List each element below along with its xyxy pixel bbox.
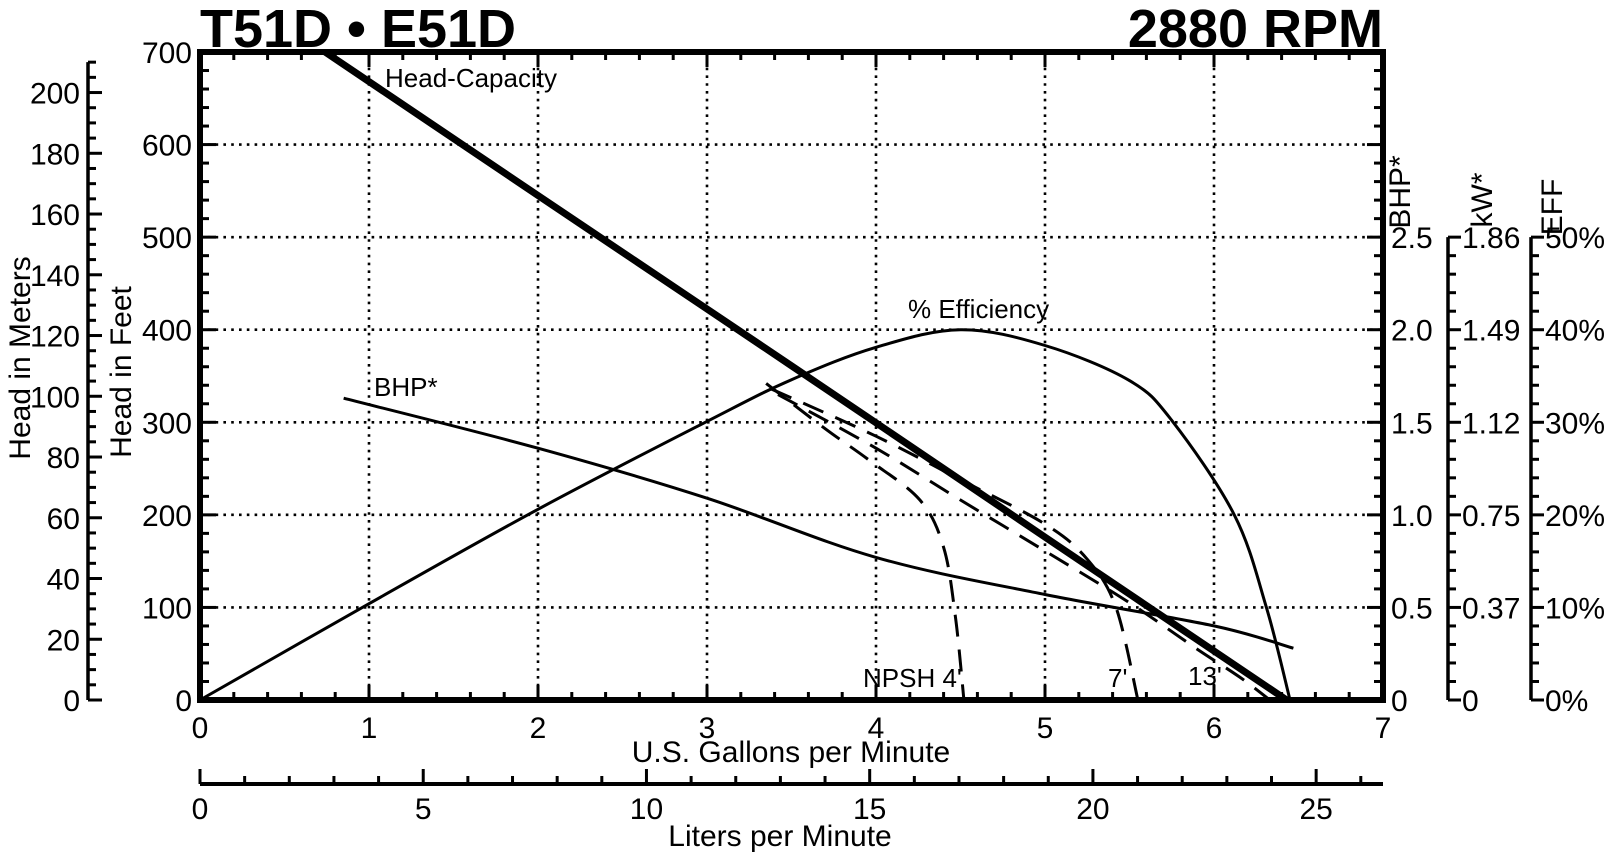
plot-frame	[197, 49, 1386, 703]
gpm-tick-label: 7	[1375, 712, 1392, 745]
liters-tick-label: 25	[1299, 793, 1332, 826]
feet-tick-label: 200	[142, 500, 192, 533]
gpm-tick-label: 2	[530, 712, 547, 745]
kw-axis-tick-label: 1.12	[1462, 407, 1520, 440]
kw-axis-tick-label: 0.75	[1462, 500, 1520, 533]
kw-axis-tick-label: 1.86	[1462, 222, 1520, 255]
feet-tick-label: 300	[142, 407, 192, 440]
efficiency-curve-label: % Efficiency	[908, 294, 1049, 324]
meters-tick-label: 200	[30, 78, 80, 111]
gpm-tick-label: 3	[699, 712, 716, 745]
eff-axis-title: EFF	[1536, 179, 1569, 236]
frame-ticks	[200, 52, 1383, 700]
eff-axis-tick-label: 10%	[1545, 592, 1605, 625]
feet-tick-label: 500	[142, 222, 192, 255]
npsh7-curve-label: 7'	[1108, 663, 1127, 693]
meters-axis: 0 20 40 60 80 100 120 140 160 180 200	[30, 60, 102, 718]
meters-tick-label: 20	[47, 624, 80, 657]
liters-tick-label: 20	[1076, 793, 1109, 826]
rpm-title: 2880 RPM	[1128, 0, 1383, 59]
curves	[199, 49, 1294, 703]
head-capacity-curve-label: Head-Capacity	[385, 63, 557, 93]
gpm-tick-label: 0	[192, 712, 209, 745]
bhp-axis-title: BHP*	[1384, 155, 1417, 229]
liters-axis-title: Liters per Minute	[668, 820, 891, 853]
liters-tick-label: 5	[415, 793, 432, 826]
npsh4-curve-label: NPSH 4'	[863, 663, 962, 693]
liters-tick-label: 10	[630, 793, 663, 826]
liters-tick-label: 15	[853, 793, 886, 826]
bhp-tick-label: 1.0	[1391, 500, 1433, 533]
gridlines	[200, 52, 1383, 700]
feet-tick-label: 600	[142, 130, 192, 163]
gpm-tick-label: 5	[1037, 712, 1054, 745]
eff-axis-tick-label: 20%	[1545, 500, 1605, 533]
eff-axis-tick-label: 40%	[1545, 315, 1605, 348]
kw-axis-tick-label: 0	[1462, 685, 1479, 718]
eff-axis-tick-label: 50%	[1545, 222, 1605, 255]
curve-npsh-4	[765, 382, 966, 701]
gpm-tick-labels: 0 1 2 3 4 5 6 7	[192, 712, 1392, 745]
curve-npsh-13	[777, 393, 1271, 702]
feet-tick-label: 700	[142, 37, 192, 70]
curve-efficiency	[199, 328, 1292, 702]
feet-tick-label: 400	[142, 315, 192, 348]
meters-tick-label: 160	[30, 199, 80, 232]
bhp-tick-label: 0.5	[1391, 592, 1433, 625]
feet-tick-label: 0	[175, 685, 192, 718]
bhp-tick-label: 0	[1391, 685, 1408, 718]
meters-axis-title: Head in Meters	[4, 256, 37, 459]
meters-tick-label: 40	[47, 564, 80, 597]
curve-bhp	[343, 396, 1294, 650]
gpm-tick-label: 4	[868, 712, 885, 745]
eff-axis: 0% 10% 20% 30% 40% 50%	[1529, 222, 1605, 718]
meters-tick-label: 180	[30, 138, 80, 171]
gpm-axis-title: U.S. Gallons per Minute	[632, 736, 950, 769]
meters-tick-label: 60	[47, 503, 80, 536]
meters-tick-label: 80	[47, 442, 80, 475]
feet-axis-title: Head in Feet	[105, 285, 138, 457]
gpm-tick-label: 6	[1206, 712, 1223, 745]
liters-axis: 0 5 10 15 20 25	[192, 769, 1383, 826]
liters-tick-label: 0	[192, 793, 209, 826]
bhp-curve-label: BHP*	[374, 372, 438, 402]
meters-tick-label: 140	[30, 260, 80, 293]
kw-axis-title: kW*	[1466, 172, 1499, 227]
feet-tick-labels: 0 100 200 300 400 500 600 700	[142, 37, 192, 718]
gpm-tick-label: 1	[361, 712, 378, 745]
bhp-tick-label: 1.5	[1391, 407, 1433, 440]
curve-head-capacity	[323, 49, 1289, 703]
npsh13-curve-label: 13'	[1188, 661, 1222, 691]
meters-tick-label: 120	[30, 321, 80, 354]
eff-axis-tick-label: 0%	[1545, 685, 1588, 718]
feet-tick-label: 100	[142, 592, 192, 625]
curve-npsh-7	[770, 387, 1140, 701]
bhp-tick-label: 2.5	[1391, 222, 1433, 255]
meters-tick-label: 0	[63, 685, 80, 718]
meters-tick-label: 100	[30, 381, 80, 414]
kw-axis-tick-label: 0.37	[1462, 592, 1520, 625]
bhp-tick-labels: 0 0.5 1.0 1.5 2.0 2.5	[1391, 222, 1433, 718]
eff-axis-tick-label: 30%	[1545, 407, 1605, 440]
kw-axis-tick-label: 1.49	[1462, 315, 1520, 348]
kw-axis: 0 0.37 0.75 1.12 1.49 1.86	[1446, 222, 1520, 718]
bhp-tick-label: 2.0	[1391, 315, 1433, 348]
model-title: T51D • E51D	[200, 0, 516, 59]
